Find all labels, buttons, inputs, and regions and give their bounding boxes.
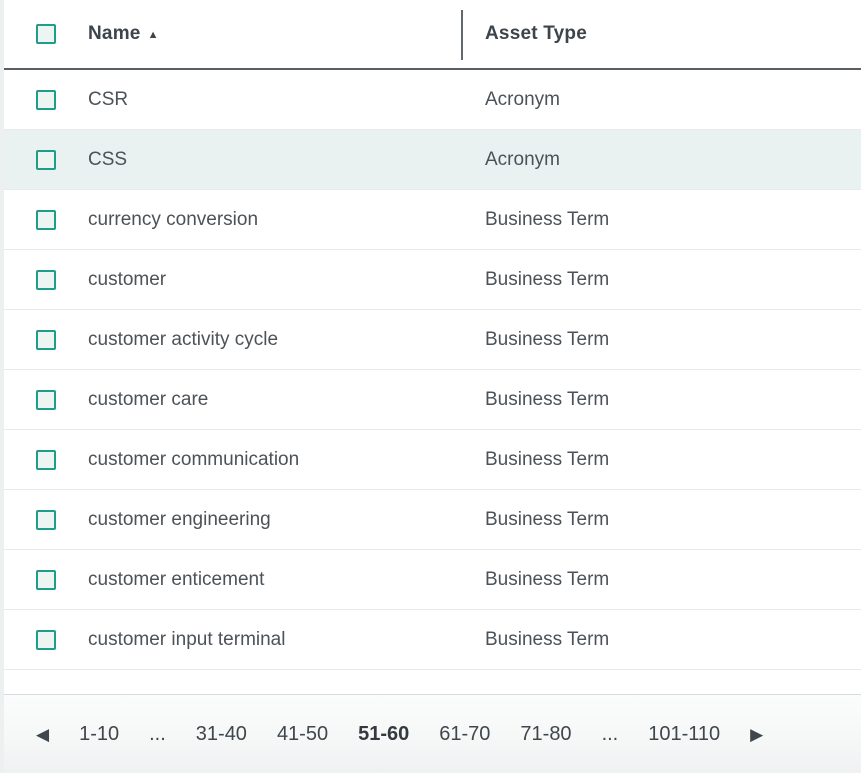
page-range-31-40[interactable]: 31-40 [195, 722, 247, 745]
row-checkbox[interactable] [36, 629, 56, 650]
row-checkbox[interactable] [36, 89, 56, 110]
page-range-71-80[interactable]: 71-80 [520, 722, 572, 745]
asset-type: Business Term [485, 508, 610, 530]
row-checkbox[interactable] [36, 269, 56, 290]
table-row[interactable]: currency conversion Business Term [4, 190, 861, 250]
row-checkbox[interactable] [36, 149, 56, 170]
page-ellipsis: ... [601, 722, 619, 745]
table-row[interactable]: CSS Acronym [4, 130, 861, 190]
row-checkbox[interactable] [36, 569, 56, 590]
table-bottom-spacer [4, 670, 861, 694]
asset-name[interactable]: CSR [88, 88, 129, 110]
asset-type: Business Term [485, 568, 610, 590]
asset-name[interactable]: customer care [88, 388, 209, 410]
table-row[interactable]: customer Business Term [4, 250, 861, 310]
asset-type: Business Term [485, 328, 610, 350]
next-page-icon[interactable]: ▶ [750, 724, 764, 744]
table-row[interactable]: customer engineering Business Term [4, 490, 861, 550]
page-ellipsis: ... [149, 722, 166, 745]
pagination-bar: ◀ 1-10 ... 31-40 41-50 51-60 61-70 71-80… [4, 694, 861, 773]
left-edge-strip [0, 0, 4, 773]
asset-type: Business Term [485, 208, 610, 230]
row-checkbox[interactable] [36, 329, 56, 350]
asset-type: Business Term [485, 628, 610, 650]
column-header-asset-type[interactable]: Asset Type [485, 23, 587, 44]
asset-name[interactable]: customer activity cycle [88, 328, 279, 350]
row-checkbox[interactable] [36, 449, 56, 470]
table-row[interactable]: CSR Acronym [4, 70, 861, 130]
column-header-name-label: Name [88, 23, 141, 44]
asset-type: Business Term [485, 388, 610, 410]
column-header-name[interactable]: Name ▲ [88, 23, 485, 45]
asset-type: Acronym [485, 88, 560, 110]
asset-name[interactable]: customer communication [88, 448, 300, 470]
row-checkbox[interactable] [36, 389, 56, 410]
table-header-row: Name ▲ Asset Type [4, 0, 861, 70]
asset-name[interactable]: currency conversion [88, 208, 259, 230]
asset-name[interactable]: customer [88, 268, 167, 290]
row-checkbox[interactable] [36, 209, 56, 230]
table-row[interactable]: customer care Business Term [4, 370, 861, 430]
table-row[interactable]: customer enticement Business Term [4, 550, 861, 610]
table-row[interactable]: customer activity cycle Business Term [4, 310, 861, 370]
asset-name[interactable]: customer engineering [88, 508, 271, 530]
asset-name[interactable]: customer enticement [88, 568, 265, 590]
table-row[interactable]: customer communication Business Term [4, 430, 861, 490]
sort-ascending-icon[interactable]: ▲ [147, 29, 159, 41]
page-range-41-50[interactable]: 41-50 [276, 722, 329, 745]
table-row[interactable]: customer input terminal Business Term [4, 610, 861, 670]
table-body: CSR Acronym CSS Acronym currency convers… [4, 70, 861, 670]
asset-type: Business Term [485, 448, 610, 470]
page-range-1-10[interactable]: 1-10 [79, 722, 120, 745]
select-all-checkbox[interactable] [36, 24, 56, 44]
table-container: Name ▲ Asset Type CSR Acronym CSS Acrony… [4, 0, 861, 773]
page-range-51-60-current[interactable]: 51-60 [358, 722, 410, 745]
asset-type: Acronym [485, 148, 560, 170]
page-range-101-110[interactable]: 101-110 [648, 722, 721, 745]
asset-name[interactable]: CSS [88, 148, 128, 170]
previous-page-icon[interactable]: ◀ [36, 724, 50, 744]
page-range-61-70[interactable]: 61-70 [439, 722, 491, 745]
row-checkbox[interactable] [36, 509, 56, 530]
column-divider[interactable] [461, 10, 463, 60]
asset-name[interactable]: customer input terminal [88, 628, 286, 650]
asset-type: Business Term [485, 268, 610, 290]
